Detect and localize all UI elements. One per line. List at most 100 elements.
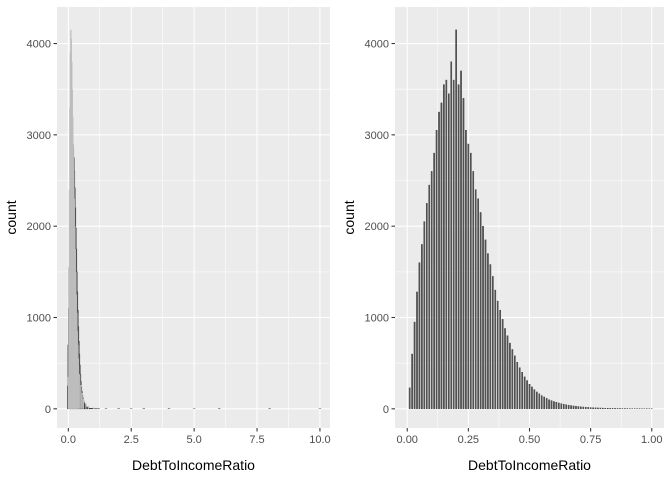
histogram-bar — [606, 408, 609, 410]
histogram-bar — [538, 393, 541, 410]
histogram-bar — [462, 98, 465, 410]
x-tick-label: 5.0 — [186, 434, 201, 446]
histogram-bar — [443, 84, 445, 410]
histogram-bar — [494, 289, 497, 410]
histogram-bar — [550, 400, 553, 410]
x-tick-label: 7.5 — [249, 434, 264, 446]
histogram-bar — [511, 349, 514, 410]
y-tick-label: 0 — [45, 404, 51, 416]
histogram-bar — [440, 102, 443, 410]
histogram-bar — [428, 184, 431, 410]
histogram-bar — [518, 367, 521, 410]
histogram-bar — [504, 328, 506, 410]
histogram-bar — [433, 152, 435, 410]
histogram-bar — [81, 393, 83, 409]
histogram-bar — [580, 406, 582, 410]
histogram-bar — [499, 309, 501, 410]
y-tick-label: 4000 — [365, 39, 389, 51]
histogram-bar — [450, 61, 453, 410]
x-tick-label: 0.00 — [397, 434, 418, 446]
histogram-bar — [82, 398, 85, 409]
histogram-bar — [582, 406, 585, 410]
histogram-bar — [413, 321, 416, 410]
histogram-bar — [87, 406, 90, 409]
right-histogram-panel: 0.00 0.25 0.50 0.75 1.00 0 1000 2000 3000 4000 Deb… — [341, 7, 664, 473]
histogram-bar — [460, 70, 462, 410]
left-histogram-panel: 0.0 2.5 5.0 7.5 10.0 0 1000 2000 3000 4000 DebtToI… — [3, 7, 331, 473]
histogram-bar — [536, 391, 538, 410]
histogram-bar — [602, 407, 604, 410]
histogram-bar — [526, 380, 528, 410]
histogram-bar — [594, 407, 597, 410]
histogram-bar — [80, 385, 82, 409]
y-tick-label: 2000 — [365, 221, 389, 233]
histogram-bar — [597, 407, 599, 410]
histogram-bar — [92, 407, 95, 409]
histogram-bar — [455, 29, 457, 410]
histogram-bar — [572, 405, 575, 410]
x-axis-title: DebtToIncomeRatio — [468, 457, 591, 473]
histogram-bar — [482, 225, 484, 410]
histogram-bar — [418, 262, 421, 410]
histogram-bar — [528, 383, 531, 410]
y-axis-title: count — [3, 200, 19, 234]
y-tick-label: 4000 — [27, 39, 51, 51]
histogram-bar — [105, 408, 107, 409]
y-tick-label: 2000 — [27, 221, 51, 233]
histogram-bar — [523, 376, 526, 410]
x-tick-label: 1.00 — [641, 434, 662, 446]
histogram-bar — [467, 143, 470, 410]
histogram-bar — [487, 253, 489, 410]
histogram-bar — [509, 342, 511, 410]
y-tick-label: 1000 — [365, 312, 389, 324]
histogram-bar — [575, 406, 577, 410]
histogram-bar — [472, 171, 475, 410]
x-tick-label: 0.75 — [580, 434, 601, 446]
histogram-bar — [553, 401, 555, 410]
y-tick-label: 1000 — [27, 312, 51, 324]
histogram-bar — [411, 353, 413, 410]
x-axis-title: DebtToIncomeRatio — [132, 457, 255, 473]
y-tick-label: 3000 — [365, 130, 389, 142]
histogram-bar — [589, 407, 592, 410]
histogram-bar — [501, 319, 504, 410]
histogram-bar — [516, 362, 519, 410]
histogram-bar — [531, 386, 533, 410]
histogram-bar — [584, 406, 587, 410]
histogram-bar — [555, 402, 558, 410]
histogram-bar — [477, 198, 479, 410]
histogram-bar — [448, 93, 450, 410]
histogram-bar — [435, 130, 438, 410]
histogram-bar — [445, 79, 448, 410]
histogram-bar — [565, 404, 567, 410]
x-tick-label: 0.50 — [519, 434, 540, 446]
histogram-bar — [570, 405, 572, 410]
histogram-bar — [506, 335, 509, 410]
histogram-bar — [496, 300, 499, 410]
histogram-bar — [79, 374, 81, 409]
histogram-bar — [558, 402, 560, 410]
histogram-bar — [562, 404, 565, 410]
histogram-bar — [416, 291, 418, 410]
x-tick-label: 0.0 — [61, 434, 76, 446]
histogram-bar — [465, 130, 467, 410]
histogram-bar — [408, 387, 411, 410]
histogram-bar — [479, 212, 482, 410]
plot-background — [57, 7, 330, 428]
histogram-bar — [577, 406, 580, 410]
histogram-bar — [514, 355, 516, 410]
histogram-bar — [609, 408, 611, 410]
histogram-bar — [470, 152, 472, 410]
histogram-bar — [599, 407, 602, 410]
histogram-bar — [548, 399, 550, 410]
histogram-bar — [533, 389, 536, 410]
y-tick-label: 0 — [383, 404, 389, 416]
histogram-bar — [438, 111, 440, 410]
histogram-bar — [484, 239, 487, 410]
histogram-bar — [604, 407, 607, 410]
histogram-bar — [421, 244, 423, 410]
histogram-bar — [430, 171, 433, 410]
histogram-bar — [543, 396, 545, 410]
histogram-bar — [425, 203, 428, 410]
histogram-bar — [560, 403, 563, 410]
